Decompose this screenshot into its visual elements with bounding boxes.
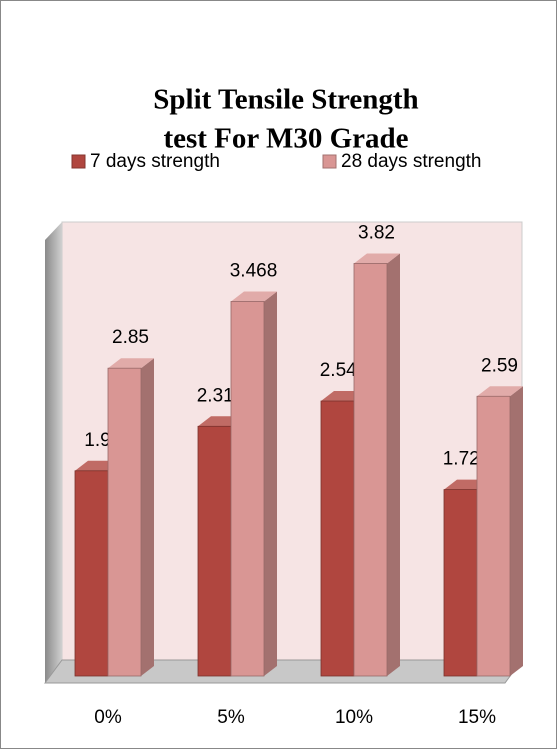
bar: [197, 425, 232, 677]
data-label: 1.9: [84, 430, 110, 451]
chart-title: test For M30 Grade: [163, 123, 408, 155]
bar-side: [264, 291, 277, 676]
bar-side: [510, 386, 523, 676]
legend-label: 28 days strength: [341, 151, 481, 172]
bar-top: [477, 386, 523, 397]
legend-swatch: [71, 154, 86, 169]
data-label: 2.59: [481, 355, 518, 376]
bar: [353, 263, 388, 677]
legend-label: 7 days strength: [90, 151, 220, 172]
chart-title: Split Tensile Strength: [153, 84, 418, 116]
bar: [476, 395, 511, 677]
bar-top: [108, 358, 154, 369]
data-label: 3.82: [358, 222, 395, 243]
x-tick-label: 5%: [217, 707, 245, 728]
side-wall: [45, 222, 62, 683]
data-label: 3.468: [230, 260, 278, 281]
bar: [230, 301, 265, 677]
bar: [443, 489, 478, 677]
bar-top: [354, 253, 400, 264]
bar: [107, 367, 142, 677]
bar: [74, 470, 109, 677]
bar-side: [141, 358, 154, 676]
data-label: 2.85: [112, 327, 149, 348]
x-tick-label: 10%: [335, 707, 373, 728]
x-tick-label: 0%: [94, 707, 122, 728]
x-tick-label: 15%: [458, 707, 496, 728]
legend-swatch: [322, 154, 337, 169]
bar-top: [231, 291, 277, 302]
bar-side: [387, 253, 400, 676]
bar: [320, 400, 355, 677]
